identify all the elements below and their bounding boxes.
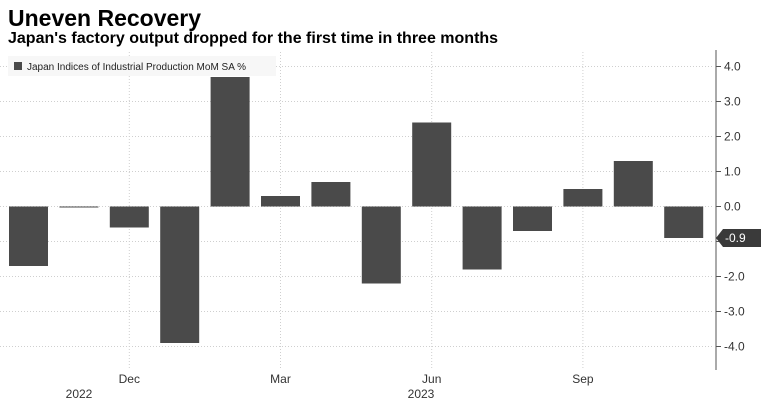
- bar: [361, 206, 401, 284]
- legend-swatch: [14, 62, 22, 70]
- y-tick-label: 0.0: [724, 200, 741, 214]
- bar: [210, 77, 250, 207]
- bar: [261, 196, 300, 207]
- y-tick-label: 3.0: [724, 95, 741, 109]
- bar: [412, 122, 452, 207]
- x-year-label: 2022: [66, 387, 93, 401]
- y-tick-label: 4.0: [724, 60, 741, 74]
- bar: [513, 206, 552, 231]
- bar: [613, 161, 653, 207]
- y-tick-label: 1.0: [724, 165, 741, 179]
- bar: [59, 206, 99, 208]
- x-tick-label: Sep: [572, 372, 594, 386]
- x-tick-label: Mar: [270, 372, 291, 386]
- bar: [311, 182, 351, 207]
- x-year-label: 2023: [408, 387, 435, 401]
- y-tick-label: -2.0: [724, 270, 745, 284]
- x-tick-label: Jun: [422, 372, 441, 386]
- chart-subtitle: Japan's factory output dropped for the f…: [8, 30, 499, 47]
- bar: [563, 189, 603, 207]
- bar: [664, 206, 704, 238]
- last-value-callout: [716, 229, 761, 247]
- bar: [9, 206, 48, 266]
- chart-title: Uneven Recovery: [8, 5, 202, 31]
- y-tick-label: -3.0: [724, 305, 745, 319]
- y-tick-label: 2.0: [724, 130, 741, 144]
- bar: [462, 206, 502, 270]
- last-value-label: -0.9: [725, 231, 746, 245]
- legend-label: Japan Indices of Industrial Production M…: [27, 62, 246, 73]
- y-tick-label: -4.0: [724, 340, 745, 354]
- x-tick-label: Dec: [119, 372, 140, 386]
- bar: [109, 206, 149, 228]
- legend-box: [8, 56, 276, 76]
- bar: [160, 206, 200, 343]
